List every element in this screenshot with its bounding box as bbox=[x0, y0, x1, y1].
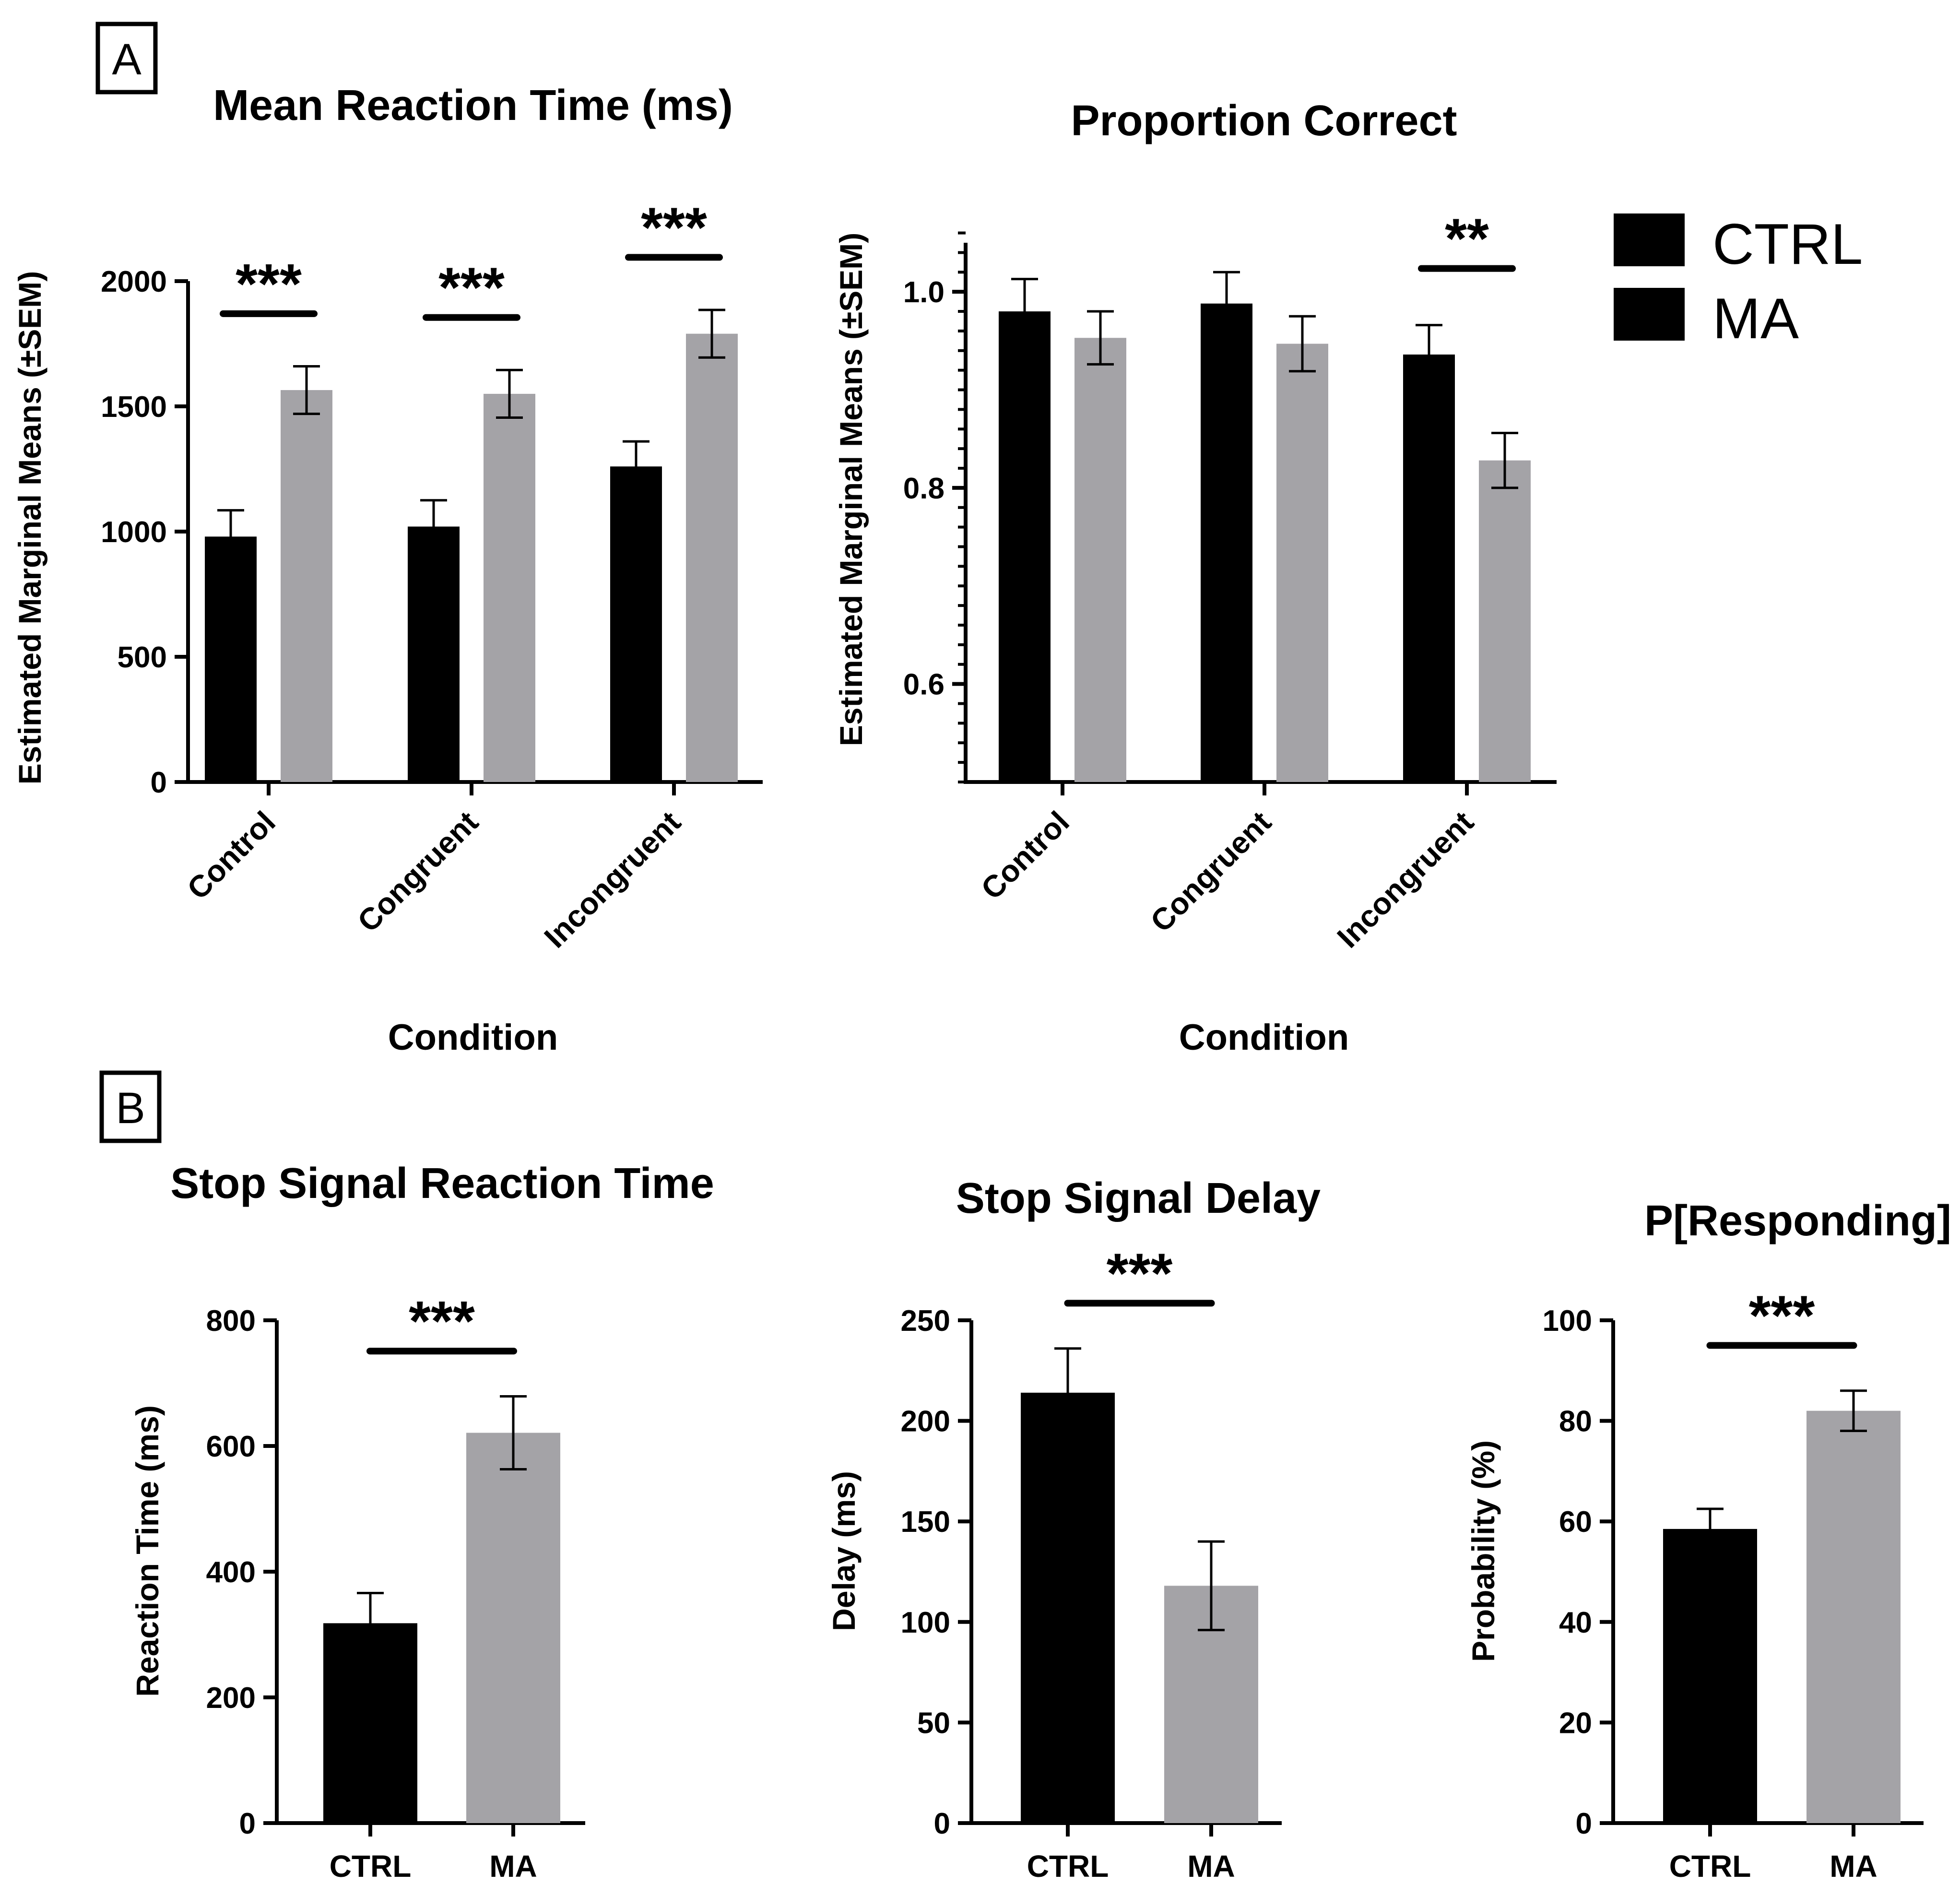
panel-label-a-box bbox=[95, 22, 158, 95]
bar-ctrl-incongruent bbox=[1403, 354, 1455, 782]
plot-area: 0 20 40 60 80 100 CTRL MA *** bbox=[1543, 1284, 1924, 1884]
y-tick-label: 800 bbox=[206, 1304, 256, 1338]
y-tick-label: 200 bbox=[901, 1405, 950, 1438]
chart-p-responding: P[Responding] Probability (%) 0 20 40 60 80 1… bbox=[1465, 1197, 1951, 1884]
chart-title: Proportion Correct bbox=[1071, 97, 1457, 145]
y-tick-label: 2000 bbox=[101, 265, 167, 298]
bar-ctrl bbox=[1663, 1529, 1757, 1823]
plot-area: 0 500 1000 1500 2000 Control Congruent Incongru… bbox=[101, 196, 763, 954]
bar-ctrl-incongruent bbox=[610, 466, 662, 782]
y-tick-label: 0 bbox=[934, 1807, 950, 1840]
significance-label: *** bbox=[236, 252, 302, 316]
panel-label-b-text: B bbox=[116, 1084, 145, 1133]
chart-stop-signal-reaction-time: Stop Signal Reaction Time Reaction Time … bbox=[130, 1160, 714, 1884]
y-tick-label: 60 bbox=[1559, 1505, 1592, 1539]
y-tick-label: 1.0 bbox=[903, 276, 945, 309]
significance-label: *** bbox=[1749, 1284, 1815, 1347]
significance-label: ** bbox=[1445, 207, 1489, 271]
legend-label-ma: MA bbox=[1712, 286, 1799, 351]
panel-label-b-box bbox=[99, 1070, 162, 1143]
x-tick-label-ma: MA bbox=[1830, 1849, 1877, 1884]
chart-title: Stop Signal Delay bbox=[956, 1174, 1321, 1222]
y-tick-label: 100 bbox=[1543, 1304, 1592, 1338]
x-tick-label-congruent: Congruent bbox=[1144, 805, 1278, 939]
y-tick-label: 600 bbox=[206, 1430, 256, 1463]
chart-mean-reaction-time: Mean Reaction Time (ms) Estimated Margin… bbox=[12, 82, 763, 1058]
x-tick-label-incongruent: Incongruent bbox=[538, 805, 687, 954]
x-tick-label-ma: MA bbox=[489, 1849, 537, 1884]
bar-ma-incongruent bbox=[686, 333, 738, 782]
x-tick-label-ctrl: CTRL bbox=[1027, 1849, 1109, 1884]
y-tick-label: 20 bbox=[1559, 1706, 1592, 1740]
y-axis-label: Reaction Time (ms) bbox=[130, 1405, 165, 1697]
significance-label: *** bbox=[641, 196, 707, 259]
y-tick-label: 500 bbox=[118, 641, 167, 674]
y-tick-label: 0 bbox=[239, 1807, 256, 1840]
bar-ma-control bbox=[281, 390, 332, 782]
y-axis-label: Delay (ms) bbox=[826, 1471, 862, 1631]
y-tick-label: 50 bbox=[917, 1706, 950, 1740]
chart-title: Stop Signal Reaction Time bbox=[170, 1160, 714, 1208]
bar-ctrl-congruent bbox=[1201, 303, 1252, 782]
x-tick-label-ctrl: CTRL bbox=[1669, 1849, 1751, 1884]
bar-ma-congruent bbox=[484, 393, 535, 782]
chart-stop-signal-delay: Stop Signal Delay Delay (ms) 0 50 100 150 20… bbox=[826, 1174, 1321, 1884]
bar-ma bbox=[466, 1433, 560, 1823]
y-axis-label: Probability (%) bbox=[1465, 1440, 1501, 1662]
x-axis-label: Condition bbox=[388, 1017, 558, 1058]
bar-ctrl-control bbox=[205, 536, 257, 782]
y-axis-label: Estimated Marginal Means (±SEM) bbox=[833, 233, 869, 746]
y-tick-label: 400 bbox=[206, 1556, 256, 1589]
y-tick-label: 0.8 bbox=[903, 472, 945, 505]
chart-title: P[Responding] bbox=[1644, 1197, 1951, 1245]
x-axis-label: Condition bbox=[1179, 1017, 1349, 1058]
legend-swatch-ma bbox=[1614, 288, 1685, 341]
y-tick-label: 0.6 bbox=[903, 668, 945, 701]
y-tick-label: 1500 bbox=[101, 391, 167, 424]
plot-area: 0 200 400 600 800 CTRL MA *** bbox=[206, 1290, 585, 1884]
panel-label-b: B bbox=[99, 1070, 162, 1143]
panel-label-a: A bbox=[95, 22, 158, 95]
x-tick-label-ma: MA bbox=[1187, 1849, 1235, 1884]
bar-ma-control bbox=[1074, 338, 1126, 782]
y-tick-label: 40 bbox=[1559, 1606, 1592, 1639]
bar-ma-incongruent bbox=[1479, 460, 1531, 782]
panel-label-a-text: A bbox=[112, 35, 142, 84]
y-tick-label: 80 bbox=[1559, 1405, 1592, 1438]
legend-label-ctrl: CTRL bbox=[1712, 212, 1863, 276]
x-tick-label-control: Control bbox=[974, 805, 1076, 906]
bar-ctrl bbox=[323, 1623, 417, 1823]
y-tick-label: 150 bbox=[901, 1505, 950, 1539]
chart-proportion-correct: Proportion Correct Estimated Marginal Me… bbox=[833, 97, 1557, 1058]
legend-swatch-ctrl bbox=[1614, 213, 1685, 266]
legend: CTRL MA bbox=[1614, 212, 1863, 351]
y-tick-label: 0 bbox=[1576, 1807, 1592, 1840]
significance-label: *** bbox=[1107, 1242, 1173, 1305]
bar-ctrl-congruent bbox=[408, 526, 460, 782]
y-tick-label: 0 bbox=[151, 766, 167, 799]
significance-label: *** bbox=[409, 1290, 475, 1353]
y-tick-label: 200 bbox=[206, 1682, 256, 1715]
bar-ma-congruent bbox=[1276, 344, 1328, 782]
chart-title: Mean Reaction Time (ms) bbox=[213, 82, 733, 130]
x-tick-label-control: Control bbox=[180, 805, 282, 906]
plot-area: 0 50 100 150 200 250 CTRL MA *** bbox=[901, 1242, 1282, 1884]
y-tick-label: 250 bbox=[901, 1304, 950, 1338]
significance-label: *** bbox=[438, 256, 505, 320]
y-tick-label: 1000 bbox=[101, 516, 167, 549]
bar-ctrl-control bbox=[999, 311, 1051, 782]
plot-area: 0.6 0.8 1.0 Control Congruent Incongruent ** bbox=[903, 207, 1557, 954]
x-tick-label-incongruent: Incongruent bbox=[1331, 805, 1480, 954]
bar-ma bbox=[1807, 1410, 1901, 1823]
bar-ctrl bbox=[1021, 1392, 1115, 1823]
x-tick-label-ctrl: CTRL bbox=[330, 1849, 412, 1884]
y-tick-label: 100 bbox=[901, 1606, 950, 1639]
x-tick-label-congruent: Congruent bbox=[351, 805, 485, 939]
y-axis-label: Estimated Marginal Means (±SEM) bbox=[12, 271, 47, 784]
